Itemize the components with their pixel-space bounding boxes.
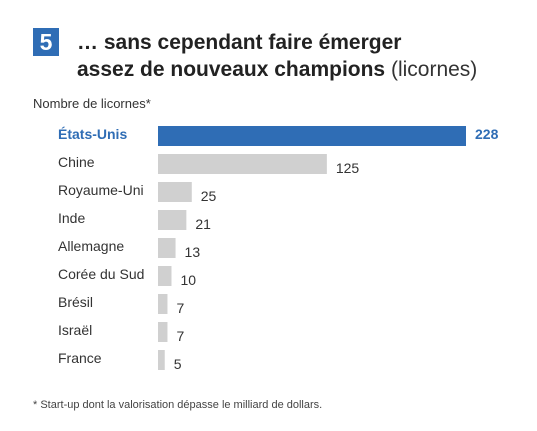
value-label: 13 (185, 244, 201, 260)
category-label: Corée du Sud (58, 266, 144, 282)
bar-chart: États-Unis 228 Chine 125 Royaume-Uni 25 Inde 21… (58, 126, 499, 372)
category-label: Chine (58, 154, 95, 170)
bar (158, 322, 168, 342)
section-number-badge: 5 (33, 28, 59, 56)
category-label: Brésil (58, 294, 93, 310)
bar (158, 126, 466, 146)
axis-label: Nombre de licornes* (33, 96, 151, 111)
bar (158, 182, 192, 202)
footnote: * Start-up dont la valorisation dépasse … (33, 399, 323, 411)
value-label: 25 (201, 188, 217, 204)
value-label: 5 (174, 356, 182, 372)
value-label: 10 (181, 272, 197, 288)
chart-title-line1: … sans cependant faire émerger (77, 31, 402, 54)
bar (158, 266, 172, 286)
category-label: Royaume-Uni (58, 182, 144, 198)
bar (158, 154, 327, 174)
value-label: 125 (336, 160, 360, 176)
category-label: Allemagne (58, 238, 124, 254)
bar (158, 350, 165, 370)
value-label: 21 (195, 216, 211, 232)
chart-title-suffix: (licornes) (390, 58, 478, 81)
category-label: Inde (58, 210, 85, 226)
value-label: 228 (475, 126, 499, 142)
value-label: 7 (176, 300, 184, 316)
category-label: France (58, 350, 102, 366)
category-label: Israël (58, 322, 92, 338)
bar (158, 238, 176, 258)
chart-title-line2: assez de nouveaux champions (77, 58, 386, 81)
bar (158, 210, 187, 230)
value-label: 7 (176, 328, 184, 344)
bar (158, 294, 168, 314)
chart-title: … sans cependant faire émerger assez de … (77, 29, 537, 83)
category-label: États-Unis (58, 126, 127, 142)
